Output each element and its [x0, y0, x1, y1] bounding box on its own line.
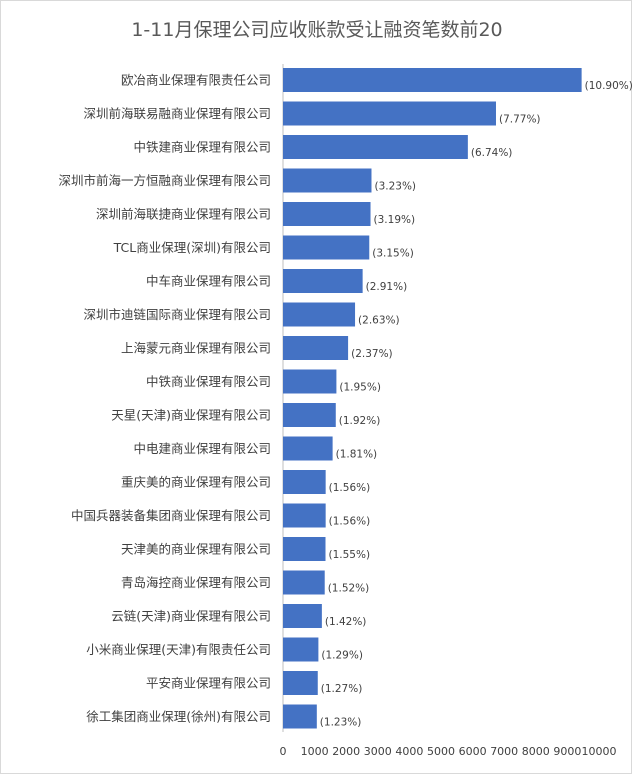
category-label: 中车商业保理有限公司	[146, 274, 271, 289]
x-tick-label: 9000	[553, 745, 581, 758]
category-label: 重庆美的商业保理有限公司	[121, 475, 271, 490]
x-tick-label: 7000	[490, 745, 518, 758]
data-label: (3.19%)	[374, 214, 416, 226]
data-label: (1.27%)	[321, 683, 363, 695]
category-label: 小米商业保理(天津)有限责任公司	[86, 642, 271, 657]
category-label: 天津美的商业保理有限公司	[121, 542, 271, 557]
category-label: 徐工集团商业保理(徐州)有限公司	[86, 709, 271, 724]
bar	[283, 68, 582, 92]
category-label: 欧冶商业保理有限责任公司	[121, 73, 271, 88]
data-label: (1.56%)	[329, 516, 371, 528]
category-label: 平安商业保理有限公司	[146, 676, 271, 691]
bar	[283, 369, 337, 394]
category-label: 中国兵器装备集团商业保理有限公司	[71, 508, 271, 523]
category-label: 中铁商业保理有限公司	[146, 374, 271, 389]
x-tick-label: 4000	[395, 745, 423, 758]
x-tick-label: 5000	[427, 745, 455, 758]
bar	[283, 704, 317, 729]
bar	[283, 269, 363, 293]
category-label: TCL商业保理(深圳)有限公司	[113, 240, 271, 255]
category-label: 深圳市迪链国际商业保理有限公司	[83, 307, 271, 322]
x-tick-label: 3000	[364, 745, 392, 758]
data-label: (7.77%)	[499, 114, 541, 126]
data-label: (3.15%)	[372, 248, 414, 260]
category-label: 青岛海控商业保理有限公司	[121, 575, 271, 590]
category-label: 云链(天津)商业保理有限公司	[111, 609, 271, 624]
category-label: 中电建商业保理有限公司	[133, 441, 271, 456]
data-label: (1.95%)	[339, 382, 381, 394]
data-label: (1.55%)	[329, 549, 371, 561]
data-label: (3.23%)	[374, 181, 416, 193]
bar	[283, 168, 372, 193]
chart-title: 1-11月保理公司应收账款受让融资笔数前20	[131, 19, 503, 41]
category-label: 深圳前海联捷商业保理有限公司	[96, 207, 271, 222]
data-label: (2.91%)	[366, 281, 408, 293]
data-label: (1.52%)	[328, 583, 370, 595]
data-label: (6.74%)	[471, 147, 513, 159]
data-label: (2.63%)	[358, 315, 400, 327]
x-tick-label: 2000	[332, 745, 360, 758]
x-tick-label: 1000	[301, 745, 329, 758]
category-label: 上海蒙元商业保理有限公司	[121, 341, 271, 356]
bar	[283, 604, 322, 628]
x-tick-label: 0	[280, 745, 287, 758]
category-label: 中铁建商业保理有限公司	[133, 140, 271, 155]
data-label: (1.56%)	[329, 482, 371, 494]
category-label: 深圳市前海一方恒融商业保理有限公司	[58, 173, 271, 188]
bar	[283, 537, 326, 561]
bar	[283, 570, 325, 595]
bar	[283, 470, 326, 494]
bar	[283, 135, 468, 159]
category-label: 天星(天津)商业保理有限公司	[111, 408, 271, 423]
bar	[283, 101, 496, 126]
x-tick-label: 10000	[582, 745, 617, 758]
bar	[283, 671, 318, 695]
bar	[283, 403, 336, 427]
x-tick-label: 8000	[522, 745, 550, 758]
bar	[283, 336, 349, 360]
data-label: (1.42%)	[325, 616, 367, 628]
data-label: (1.23%)	[320, 717, 362, 729]
x-tick-label: 6000	[459, 745, 487, 758]
data-label: (1.29%)	[321, 650, 363, 662]
data-label: (1.92%)	[339, 415, 381, 427]
bar	[283, 436, 333, 461]
bar	[283, 235, 370, 260]
data-label: (2.37%)	[351, 348, 393, 360]
data-label: (1.81%)	[336, 449, 378, 461]
data-label: (10.90%)	[585, 80, 632, 92]
category-label: 深圳前海联易融商业保理有限公司	[83, 106, 271, 121]
bar	[283, 302, 356, 327]
bar	[283, 202, 371, 226]
bar	[283, 503, 326, 528]
bar	[283, 637, 319, 662]
